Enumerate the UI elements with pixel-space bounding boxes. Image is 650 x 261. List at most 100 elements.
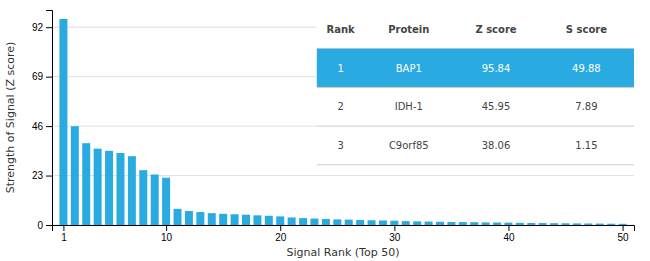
bar (368, 220, 376, 225)
y-axis-line (46, 11, 53, 226)
x-tick: 1 (61, 225, 67, 243)
x-axis-line (53, 226, 635, 232)
bar (504, 223, 512, 225)
bar (174, 209, 182, 225)
bar (71, 126, 79, 225)
x-tick-mark (508, 225, 509, 231)
x-axis-title: Signal Rank (Top 50) (287, 246, 400, 259)
y-tick-label: 0 (37, 220, 43, 231)
table-cell: 49.88 (572, 63, 601, 74)
y-axis: 0 23 46 69 92 (32, 11, 53, 231)
table-separator (317, 126, 634, 127)
bar (333, 219, 341, 225)
bar (242, 215, 250, 225)
y-tick-mark (46, 225, 52, 226)
bar (151, 174, 159, 225)
bar (94, 149, 102, 225)
bar (345, 220, 353, 225)
x-tick-label: 20 (275, 232, 287, 243)
table-row (317, 87, 634, 126)
x-tick: 10 (161, 225, 173, 243)
x-tick-label: 1 (61, 232, 67, 243)
bar (539, 223, 547, 225)
table-background (317, 10, 634, 165)
bar (185, 211, 193, 225)
y-tick: 23 (32, 170, 52, 181)
x-axis: 1 10 20 30 40 50 (53, 225, 635, 243)
bar (619, 224, 627, 225)
bar (276, 216, 284, 225)
bar (607, 224, 615, 225)
table-cell: C9orf85 (389, 140, 429, 151)
bar (550, 223, 558, 225)
bar (356, 220, 364, 225)
x-tick: 30 (389, 225, 401, 243)
y-tick-label: 69 (32, 71, 44, 82)
grid (52, 27, 634, 225)
x-tick-label: 50 (618, 232, 630, 243)
y-tick-label: 23 (32, 170, 44, 181)
bar (310, 219, 318, 225)
y-tick: 92 (32, 22, 52, 33)
table-cell: IDH-1 (395, 101, 423, 112)
table-header: S score (566, 24, 607, 35)
bar (128, 156, 136, 225)
table-cell: 7.89 (575, 101, 597, 112)
table-cell: 38.06 (482, 140, 511, 151)
x-tick-mark (166, 225, 167, 231)
bar (105, 151, 113, 225)
bar (425, 222, 433, 225)
y-tick-label: 46 (32, 121, 44, 132)
bar (413, 221, 421, 225)
table-separator (317, 164, 634, 165)
bar (116, 153, 124, 225)
x-tick-mark (623, 225, 624, 231)
x-tick-label: 10 (161, 232, 173, 243)
bar (208, 213, 216, 225)
bar (584, 223, 592, 225)
bar (288, 217, 296, 225)
x-tick-label: 30 (389, 232, 401, 243)
table-cell: 45.95 (482, 101, 511, 112)
y-tick-mark (46, 126, 52, 127)
bar (402, 221, 410, 225)
bar (253, 215, 261, 225)
table-cell: 3 (337, 140, 343, 151)
x-tick: 20 (275, 225, 287, 243)
bar (482, 222, 490, 225)
y-tick: 46 (32, 121, 52, 132)
grid-line (52, 126, 634, 127)
bar (59, 19, 67, 225)
bar (493, 223, 501, 225)
bar (596, 224, 604, 225)
x-tick-label: 40 (503, 232, 515, 243)
bar (379, 220, 387, 225)
table: RankProteinZ scoreS score1BAP195.8449.88… (317, 10, 634, 165)
table-cell: 2 (337, 101, 343, 112)
x-tick-mark (280, 225, 281, 231)
x-tick-mark (394, 225, 395, 231)
bar (390, 221, 398, 225)
y-tick-mark (46, 27, 52, 28)
table-row (317, 49, 634, 88)
table-header: Protein (388, 24, 429, 35)
bar (459, 222, 467, 225)
table-separator (317, 87, 634, 88)
plot: 11020304050023466992RankProteinZ scoreS … (32, 10, 635, 243)
bar (436, 222, 444, 225)
table-cell: 1 (337, 63, 343, 74)
y-tick: 0 (37, 220, 52, 231)
chart: 11020304050023466992RankProteinZ scoreS … (0, 0, 650, 261)
bar (231, 214, 239, 225)
bar (562, 223, 570, 225)
bar (322, 219, 330, 225)
bar (82, 143, 90, 225)
bar (470, 222, 478, 225)
table-cell: 95.84 (482, 63, 511, 74)
y-tick: 69 (32, 71, 52, 82)
table-cell: 1.15 (575, 140, 597, 151)
y-axis-title: Strength of Signal (Z score) (4, 42, 17, 194)
table-cell: BAP1 (396, 63, 422, 74)
bar (447, 222, 455, 225)
bar (196, 212, 204, 225)
